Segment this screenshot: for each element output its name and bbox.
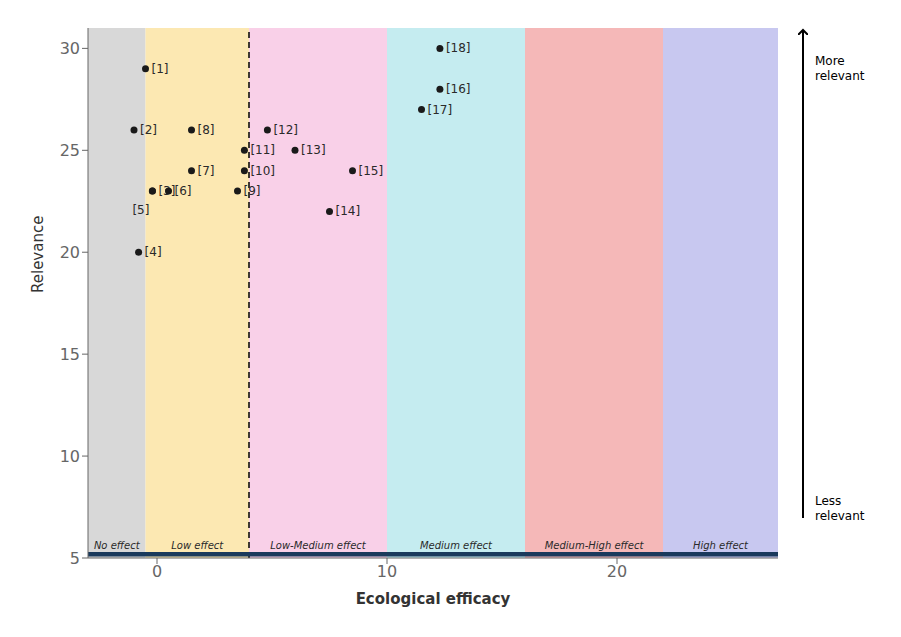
svg-text:Ecological efficacy: Ecological efficacy xyxy=(356,590,511,608)
svg-text:[9]: [9] xyxy=(244,184,261,198)
svg-text:[11]: [11] xyxy=(250,143,275,157)
svg-text:[5]: [5] xyxy=(132,203,149,217)
svg-text:Morerelevant: Morerelevant xyxy=(815,54,865,83)
svg-text:[16]: [16] xyxy=(446,82,471,96)
svg-text:High effect: High effect xyxy=(693,540,749,551)
svg-text:0: 0 xyxy=(152,562,162,581)
svg-text:[4]: [4] xyxy=(145,245,162,259)
svg-text:[13]: [13] xyxy=(301,143,326,157)
svg-text:Medium-High effect: Medium-High effect xyxy=(545,540,645,551)
svg-text:10: 10 xyxy=(60,447,80,466)
svg-text:Relevance: Relevance xyxy=(29,216,47,293)
svg-text:[7]: [7] xyxy=(198,164,215,178)
svg-text:[6]: [6] xyxy=(175,184,192,198)
svg-text:Low-Medium effect: Low-Medium effect xyxy=(270,540,367,551)
svg-text:30: 30 xyxy=(60,39,80,58)
svg-text:20: 20 xyxy=(607,562,627,581)
svg-text:[15]: [15] xyxy=(359,164,384,178)
svg-text:[3]: [3] xyxy=(158,184,175,198)
svg-text:[10]: [10] xyxy=(250,164,275,178)
svg-text:20: 20 xyxy=(60,243,80,262)
svg-text:[2]: [2] xyxy=(140,123,157,137)
svg-text:[1]: [1] xyxy=(152,62,169,76)
svg-text:Lessrelevant: Lessrelevant xyxy=(815,494,865,523)
svg-text:5: 5 xyxy=(70,549,80,568)
svg-text:No effect: No effect xyxy=(94,540,141,551)
svg-text:25: 25 xyxy=(60,141,80,160)
svg-text:15: 15 xyxy=(60,345,80,364)
svg-text:[18]: [18] xyxy=(446,41,471,55)
svg-text:Low effect: Low effect xyxy=(171,540,224,551)
svg-text:[17]: [17] xyxy=(428,103,453,117)
svg-text:[8]: [8] xyxy=(198,123,215,137)
svg-text:[14]: [14] xyxy=(336,204,361,218)
svg-text:Medium effect: Medium effect xyxy=(420,540,493,551)
svg-text:10: 10 xyxy=(377,562,397,581)
svg-text:[12]: [12] xyxy=(273,123,298,137)
